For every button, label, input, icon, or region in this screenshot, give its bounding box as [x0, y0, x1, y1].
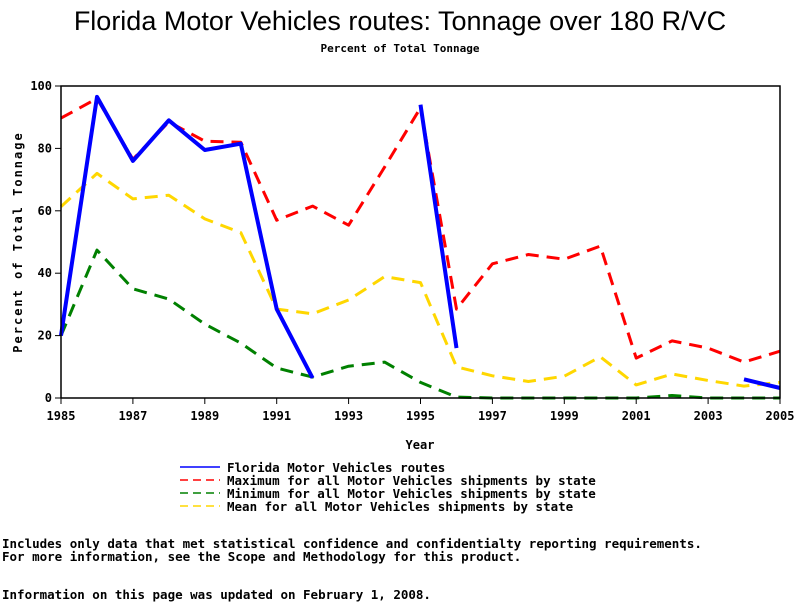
- x-tick-label: 2005: [766, 409, 795, 423]
- series-layer: [59, 94, 781, 400]
- legend-item: Florida Motor Vehicles routes: [180, 460, 445, 475]
- y-tick-label: 100: [30, 79, 52, 93]
- footer-note-2: For more information, see the Scope and …: [2, 549, 522, 564]
- legend-item: Mean for all Motor Vehicles shipments by…: [180, 499, 574, 514]
- series-line-1: [60, 97, 781, 364]
- y-tick-label: 80: [38, 141, 52, 155]
- y-tick-label: 40: [38, 266, 52, 280]
- x-tick-label: 1993: [334, 409, 363, 423]
- x-tick-label: 1987: [118, 409, 147, 423]
- x-tick-label: 1995: [406, 409, 435, 423]
- series-line-2: [59, 248, 780, 400]
- legend-item: Minimum for all Motor Vehicles shipments…: [180, 486, 596, 501]
- x-tick-label: 1997: [478, 409, 507, 423]
- footer-note-1: Includes only data that met statistical …: [2, 536, 702, 551]
- legend-label: Minimum for all Motor Vehicles shipments…: [227, 486, 596, 501]
- plot-frame: [60, 85, 781, 399]
- x-tick-label: 1999: [550, 409, 579, 423]
- y-tick-label: 20: [38, 329, 52, 343]
- x-tick-label: 2001: [622, 409, 651, 423]
- x-tick-label: 2003: [694, 409, 723, 423]
- footer-updated: Information on this page was updated on …: [2, 587, 431, 602]
- legend-label: Maximum for all Motor Vehicles shipments…: [227, 473, 596, 488]
- chart-subtitle: Percent of Total Tonnage: [320, 42, 480, 55]
- series-line-0: [59, 94, 781, 390]
- chart-title: Florida Motor Vehicles routes: Tonnage o…: [73, 6, 727, 36]
- legend-item: Maximum for all Motor Vehicles shipments…: [180, 473, 596, 488]
- series-line-3: [59, 171, 781, 388]
- x-axis-label: Year: [406, 438, 435, 452]
- legend-label: Florida Motor Vehicles routes: [227, 460, 445, 475]
- y-axis-label: Percent of Total Tonnage: [11, 131, 25, 352]
- x-tick-label: 1985: [47, 409, 76, 423]
- x-tick-label: 1991: [262, 409, 291, 423]
- ticks-layer: 1985 1987 1989 1991 1993 1995 1997 1999 2001 2003…: [30, 79, 794, 423]
- legend-label: Mean for all Motor Vehicles shipments by…: [227, 499, 574, 514]
- x-tick-label: 1989: [190, 409, 219, 423]
- y-tick-label: 60: [38, 204, 52, 218]
- y-tick-label: 0: [45, 391, 52, 405]
